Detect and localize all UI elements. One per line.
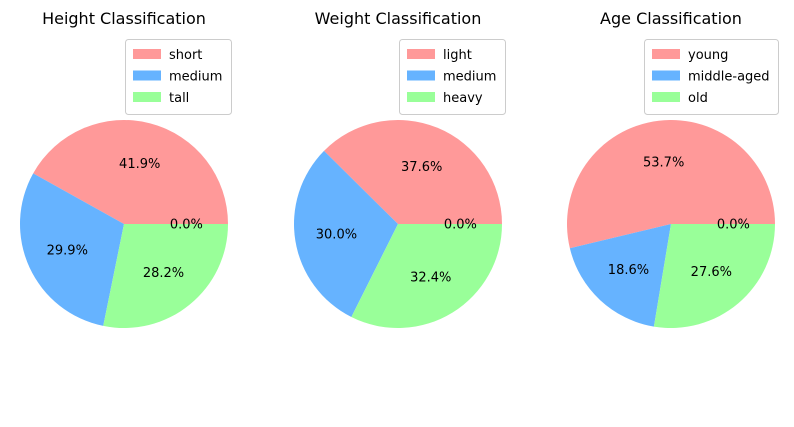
legend-swatch-tall [133,92,161,102]
legend-label: medium [169,70,222,85]
slice-percent-label: 37.6% [401,160,442,175]
legend-label: middle-aged [688,70,770,85]
legend-label: heavy [443,91,483,106]
slice-percent-label: 30.0% [316,228,357,243]
slice-percent-label: 27.6% [691,265,732,280]
pie-slice-medium [19,173,124,326]
slice-percent-label: 18.6% [608,263,649,278]
legend-swatch-old [652,92,680,102]
pie-slice-short [33,120,228,224]
chart-title-0: Height Classification [42,9,206,28]
legend-swatch-middle-aged [652,70,680,81]
slice-percent-label: 41.9% [119,157,160,172]
slice-percent-label: 32.4% [410,271,451,286]
legend-label: medium [443,70,496,85]
pie-slice-tall [103,224,228,328]
legend-swatch-medium [133,70,161,81]
legend-swatch-short [133,49,161,59]
slice-percent-label: 53.7% [643,156,684,171]
chart-title-2: Age Classification [600,9,742,28]
pie-slice-medium [293,150,398,317]
legend-swatch-heavy [407,92,435,102]
legend-swatch-young [652,49,680,59]
legend-swatch-medium [407,70,435,81]
slice-percent-label: 29.9% [47,244,88,259]
legend-swatch-light [407,49,435,59]
legend-label: short [169,48,202,63]
pie-slice-middle-aged [569,224,671,327]
pie-slice-heavy [351,224,502,329]
legend-label: tall [169,91,189,106]
slice-percent-label: 28.2% [143,266,184,281]
legend-label: old [688,91,708,106]
chart-title-1: Weight Classification [315,9,482,28]
pie-slice-young [567,120,775,249]
legend-label: light [443,48,472,63]
pie-slice-old [653,224,775,328]
legend-label: young [688,48,728,63]
zero-percent-label: 0.0% [170,218,203,233]
zero-percent-label: 0.0% [444,218,477,233]
zero-percent-label: 0.0% [717,218,750,233]
pie-slice-light [324,119,502,224]
